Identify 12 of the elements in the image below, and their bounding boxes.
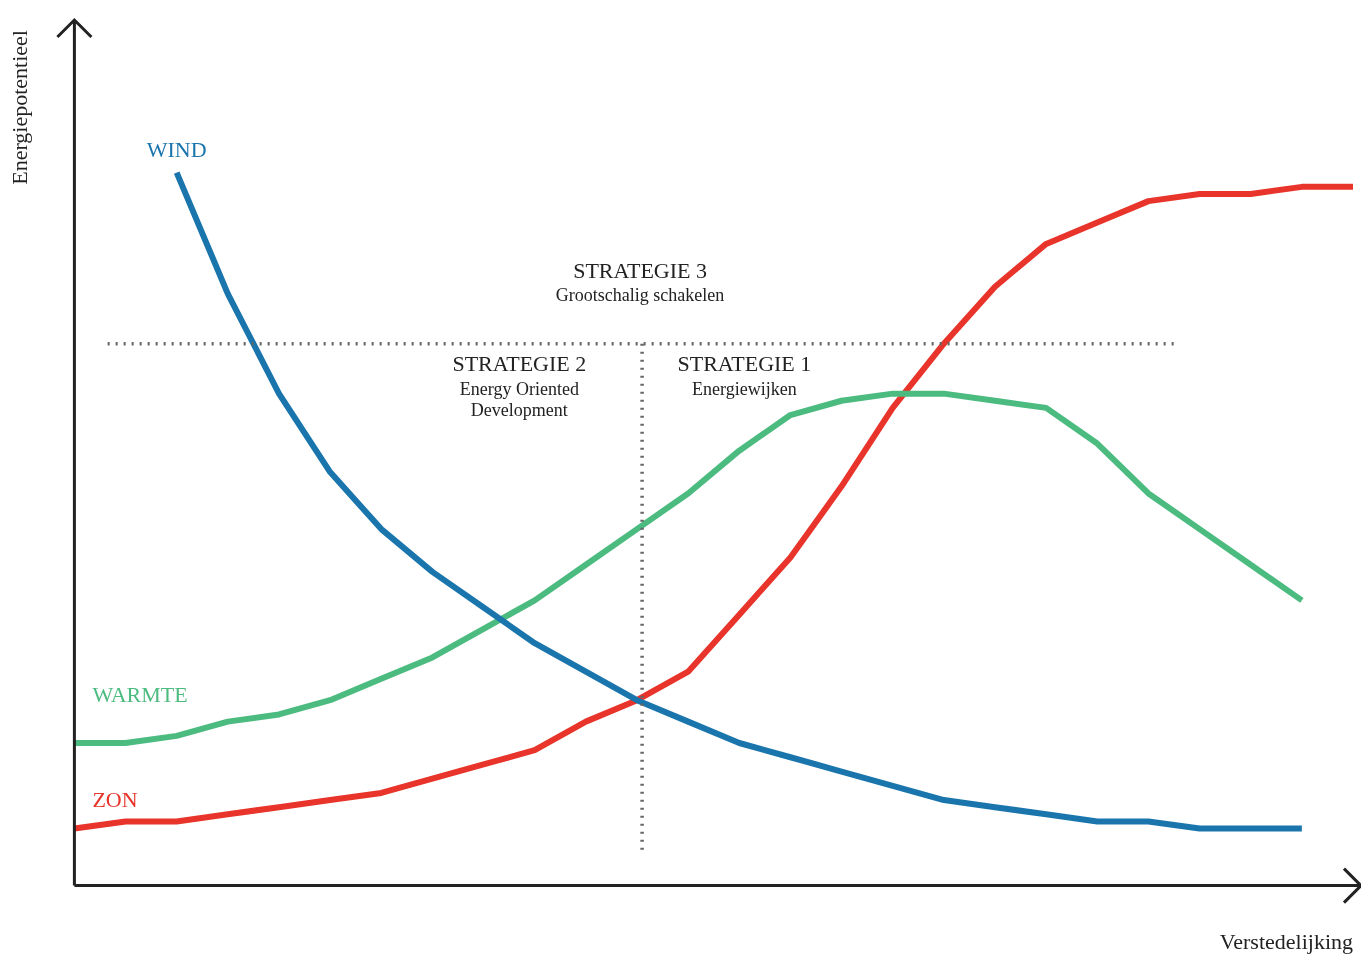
series-label: ZON	[92, 787, 138, 813]
annotation: STRATEGIE 1	[677, 350, 812, 376]
annotation: Energy Oriented	[459, 378, 579, 399]
annotation: STRATEGIE 2	[452, 350, 587, 376]
y-axis-title: Energiepotentieel	[6, 30, 32, 185]
annotation: Development	[470, 400, 568, 421]
annotation: Energiewijken	[692, 378, 797, 399]
annotation: STRATEGIE 3	[573, 258, 707, 284]
x-axis-title: Verstedelijking	[1219, 928, 1353, 954]
series-label: WARMTE	[92, 681, 188, 707]
series-label: WIND	[146, 137, 207, 163]
annotation: Grootschalig schakelen	[555, 285, 725, 306]
